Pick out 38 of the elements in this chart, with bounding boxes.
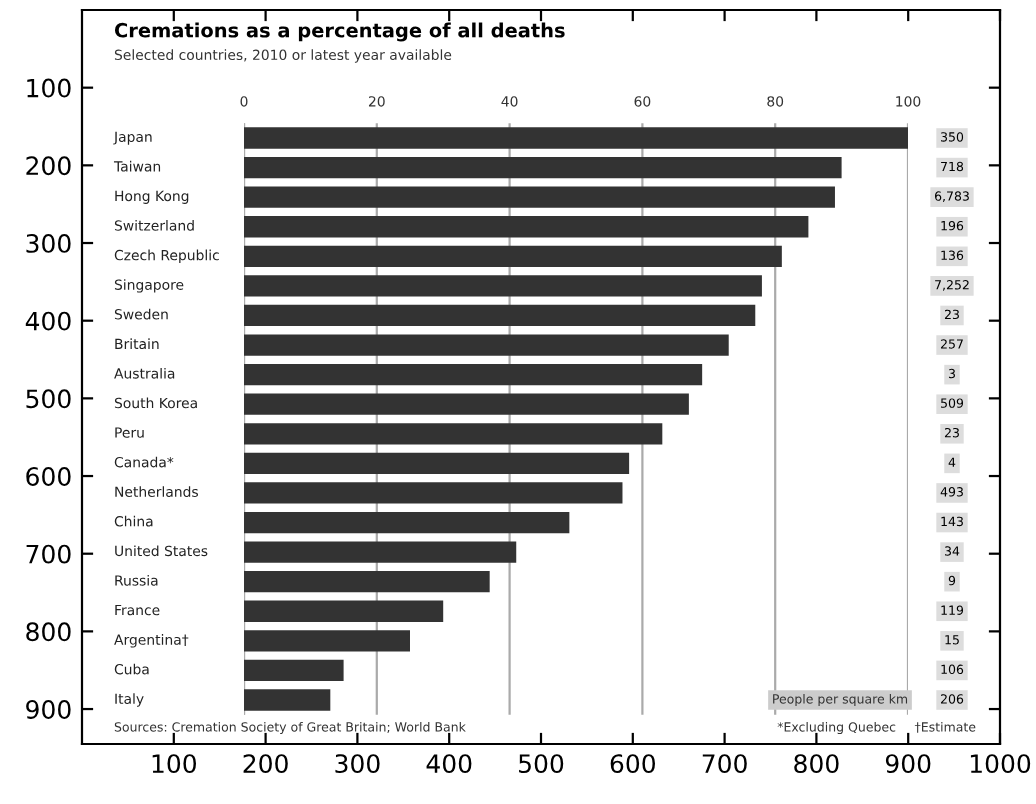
bar bbox=[244, 452, 630, 475]
bar bbox=[244, 511, 570, 534]
bar bbox=[244, 304, 756, 327]
x-tick-label: 400 bbox=[426, 754, 472, 774]
x-tick-label: 900 bbox=[885, 754, 931, 774]
bar bbox=[244, 186, 835, 208]
bar bbox=[244, 630, 410, 652]
bar bbox=[244, 363, 703, 386]
bar bbox=[244, 659, 344, 682]
bar bbox=[244, 156, 842, 179]
chart-title: Cremations as a percentage of all deaths bbox=[114, 22, 565, 42]
y-tick-label: 400 bbox=[25, 311, 71, 331]
x-tick-label: 300 bbox=[335, 754, 380, 774]
x-tick-label: 800 bbox=[794, 754, 839, 774]
y-tick-label: 800 bbox=[26, 622, 71, 642]
bar bbox=[244, 275, 762, 297]
x-tick-label: 500 bbox=[519, 754, 564, 774]
x-tick-label: 700 bbox=[702, 754, 747, 774]
y-tick-label: 900 bbox=[26, 699, 71, 719]
bar bbox=[244, 541, 517, 563]
bar bbox=[244, 571, 490, 593]
bar bbox=[244, 423, 663, 445]
bar bbox=[244, 393, 689, 415]
bar bbox=[244, 482, 623, 504]
y-tick-label: 700 bbox=[26, 544, 71, 564]
bar bbox=[244, 689, 331, 711]
bar bbox=[244, 600, 444, 622]
y-tick-label: 600 bbox=[26, 466, 71, 486]
x-tick-label: 1000 bbox=[970, 754, 1031, 774]
bar bbox=[244, 334, 729, 356]
y-tick-label: 500 bbox=[26, 389, 71, 409]
y-tick-label: 200 bbox=[26, 156, 71, 176]
bar bbox=[244, 216, 809, 238]
y-tick-label: 300 bbox=[26, 233, 71, 253]
x-tick-label: 600 bbox=[610, 754, 655, 774]
bar bbox=[244, 245, 782, 267]
x-tick-label: 200 bbox=[243, 754, 288, 774]
bar bbox=[244, 127, 908, 149]
